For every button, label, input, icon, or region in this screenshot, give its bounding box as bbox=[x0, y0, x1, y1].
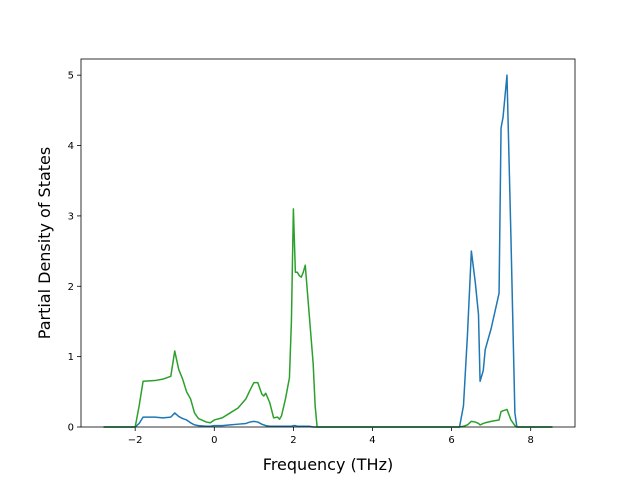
data-line bbox=[103, 208, 553, 428]
y-tick-label: 5 bbox=[68, 71, 74, 82]
x-tick-label: 6 bbox=[448, 435, 454, 446]
x-tick-label: 4 bbox=[369, 435, 375, 446]
x-axis-label: Frequency (THz) bbox=[263, 455, 393, 474]
y-tick-label: 1 bbox=[68, 352, 74, 363]
plot-frame bbox=[80, 58, 576, 428]
y-tick-label: 2 bbox=[68, 282, 74, 293]
x-tick-label: 0 bbox=[211, 435, 217, 446]
y-tick-label: 0 bbox=[68, 423, 74, 434]
x-tick-label: 8 bbox=[528, 435, 534, 446]
y-tick-label: 4 bbox=[68, 141, 74, 152]
y-tick-label: 3 bbox=[68, 211, 74, 222]
data-line bbox=[103, 74, 553, 428]
x-tick-label: −2 bbox=[128, 435, 143, 446]
x-tick-label: 2 bbox=[290, 435, 296, 446]
y-axis-label: Partial Density of States bbox=[35, 147, 54, 339]
